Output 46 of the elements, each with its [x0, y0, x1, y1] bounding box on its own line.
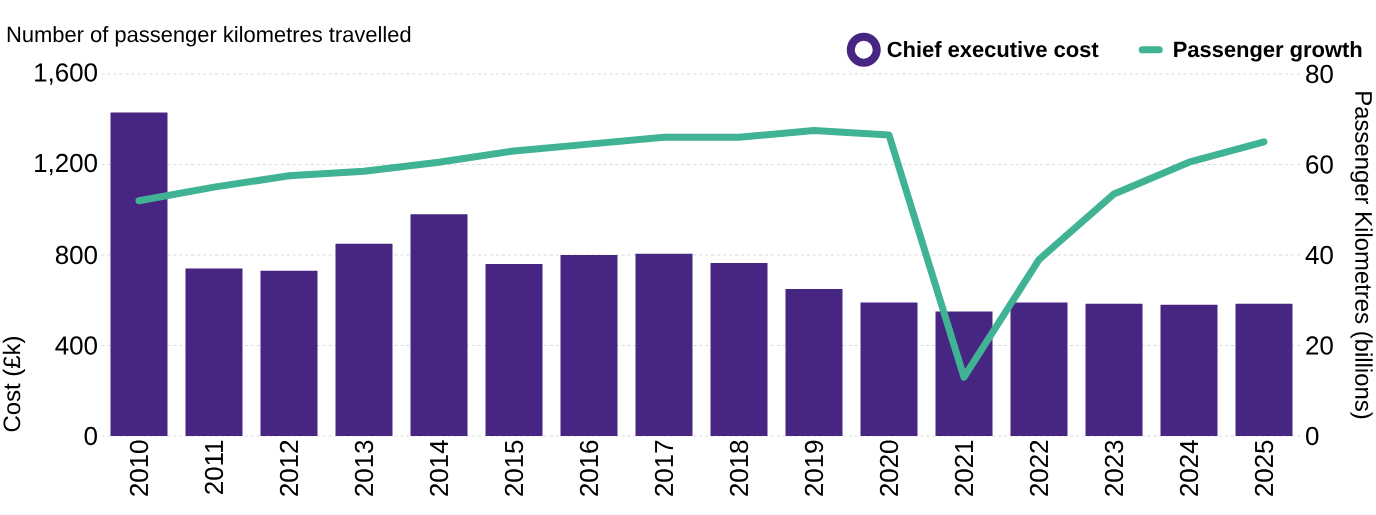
x-tick-label: 2020 [879, 440, 899, 496]
bar [635, 253, 693, 436]
x-tick-label: 2023 [1104, 440, 1124, 496]
x-tick-label: 2016 [579, 440, 599, 496]
bar [1235, 303, 1293, 436]
y-tick-label: 1,200 [35, 153, 97, 176]
bar [1160, 304, 1218, 436]
y-tick-label: 1,600 [35, 63, 97, 85]
bar [485, 264, 543, 436]
bar [410, 214, 468, 436]
x-tick-label: 2018 [729, 440, 749, 496]
x-tick-label: 2021 [954, 440, 974, 496]
x-tick-label: 2011 [204, 440, 224, 494]
bar [185, 268, 243, 436]
x-tick-label: 2017 [654, 440, 674, 496]
y-tick-label: 800 [55, 245, 97, 265]
x-tick-label: 2024 [1179, 440, 1199, 496]
bar [1010, 302, 1068, 436]
y-axis-title: Cost (£k) [2, 337, 26, 432]
y2-tick-label: 40 [1305, 245, 1333, 265]
bar [260, 270, 318, 436]
y-tick-label: 0 [84, 426, 97, 446]
chart-title: Number of passenger kilometres travelled [7, 26, 411, 47]
x-tick-label: 2025 [1254, 440, 1274, 496]
y2-tick-label: 80 [1306, 64, 1333, 84]
bar [1085, 303, 1143, 436]
x-tick-label: 2019 [804, 440, 824, 496]
y-tick-label: 400 [55, 336, 97, 355]
x-tick-label: 2022 [1029, 440, 1049, 496]
y2-tick-label: 0 [1306, 426, 1319, 446]
x-tick-label: 2013 [354, 440, 374, 496]
x-tick-label: 2015 [504, 440, 524, 496]
bar [785, 288, 843, 436]
legend-label: Chief executive cost [887, 41, 1099, 58]
x-tick-label: 2012 [279, 440, 299, 496]
bar [710, 262, 768, 436]
bar [560, 255, 618, 436]
bar [110, 112, 168, 436]
bar [335, 243, 393, 436]
x-tick-label: 2010 [129, 440, 149, 496]
y2-tick-label: 20 [1306, 336, 1333, 355]
y2-axis-title: Passenger Kilometres (billions) [1350, 92, 1373, 419]
bar [860, 302, 918, 436]
y2-tick-label: 60 [1306, 155, 1333, 174]
x-tick-label: 2014 [429, 440, 449, 496]
legend-label: Passenger growth [1174, 41, 1362, 62]
